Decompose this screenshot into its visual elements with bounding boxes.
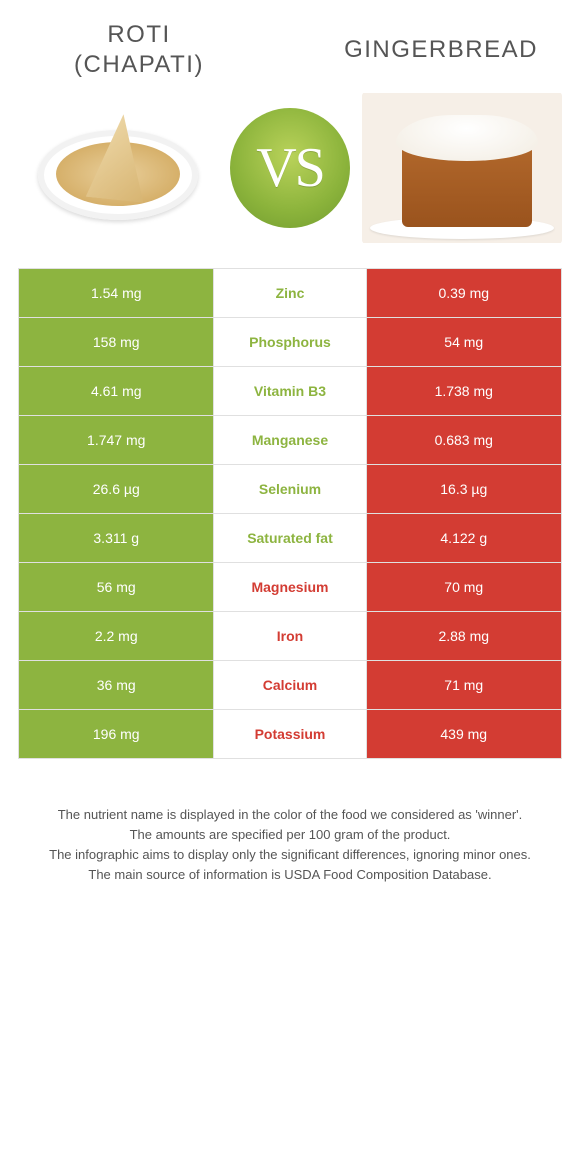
- gingerbread-illustration: [362, 93, 562, 243]
- nutrient-label: Selenium: [214, 465, 366, 514]
- nutrient-left-value: 158 mg: [19, 318, 214, 367]
- nutrient-left-value: 1.747 mg: [19, 416, 214, 465]
- nutrient-left-value: 26.6 µg: [19, 465, 214, 514]
- nutrient-label: Manganese: [214, 416, 366, 465]
- footnote-line: The infographic aims to display only the…: [40, 845, 540, 865]
- nutrient-right-value: 0.683 mg: [366, 416, 562, 465]
- footnote-line: The main source of information is USDA F…: [40, 865, 540, 885]
- food-left-image: [18, 92, 218, 244]
- nutrient-left-value: 56 mg: [19, 563, 214, 612]
- nutrient-right-value: 54 mg: [366, 318, 562, 367]
- table-row: 196 mgPotassium439 mg: [19, 710, 562, 759]
- table-row: 3.311 gSaturated fat4.122 g: [19, 514, 562, 563]
- nutrient-label: Iron: [214, 612, 366, 661]
- nutrient-label: Saturated fat: [214, 514, 366, 563]
- nutrient-left-value: 4.61 mg: [19, 367, 214, 416]
- nutrient-left-value: 36 mg: [19, 661, 214, 710]
- nutrient-right-value: 439 mg: [366, 710, 562, 759]
- nutrient-table: 1.54 mgZinc0.39 mg158 mgPhosphorus54 mg4…: [18, 268, 562, 759]
- food-left-title-line2: (chapati): [74, 51, 204, 78]
- nutrient-label: Potassium: [214, 710, 366, 759]
- roti-illustration: [38, 108, 198, 228]
- footnote-line: The nutrient name is displayed in the co…: [40, 805, 540, 825]
- nutrient-label: Calcium: [214, 661, 366, 710]
- nutrient-right-value: 2.88 mg: [366, 612, 562, 661]
- title-row: Roti (chapati) Gingerbread: [18, 20, 562, 80]
- table-row: 2.2 mgIron2.88 mg: [19, 612, 562, 661]
- nutrient-left-value: 2.2 mg: [19, 612, 214, 661]
- food-left-title: Roti (chapati): [18, 20, 290, 80]
- hero-row: VS: [18, 92, 562, 244]
- table-row: 56 mgMagnesium70 mg: [19, 563, 562, 612]
- vs-badge: VS: [230, 108, 350, 228]
- table-row: 1.747 mgManganese0.683 mg: [19, 416, 562, 465]
- nutrient-right-value: 4.122 g: [366, 514, 562, 563]
- table-row: 4.61 mgVitamin B31.738 mg: [19, 367, 562, 416]
- table-row: 26.6 µgSelenium16.3 µg: [19, 465, 562, 514]
- food-right-image: [362, 92, 562, 244]
- food-right-title: Gingerbread: [290, 35, 562, 65]
- nutrient-right-value: 0.39 mg: [366, 269, 562, 318]
- table-row: 1.54 mgZinc0.39 mg: [19, 269, 562, 318]
- nutrient-label: Zinc: [214, 269, 366, 318]
- nutrient-label: Magnesium: [214, 563, 366, 612]
- nutrient-label: Vitamin B3: [214, 367, 366, 416]
- nutrient-left-value: 3.311 g: [19, 514, 214, 563]
- nutrient-left-value: 1.54 mg: [19, 269, 214, 318]
- footnote-block: The nutrient name is displayed in the co…: [40, 805, 540, 886]
- footnote-line: The amounts are specified per 100 gram o…: [40, 825, 540, 845]
- table-row: 36 mgCalcium71 mg: [19, 661, 562, 710]
- nutrient-left-value: 196 mg: [19, 710, 214, 759]
- nutrient-right-value: 16.3 µg: [366, 465, 562, 514]
- food-left-title-line1: Roti: [107, 21, 170, 48]
- nutrient-right-value: 71 mg: [366, 661, 562, 710]
- nutrient-right-value: 1.738 mg: [366, 367, 562, 416]
- nutrient-right-value: 70 mg: [366, 563, 562, 612]
- table-row: 158 mgPhosphorus54 mg: [19, 318, 562, 367]
- nutrient-label: Phosphorus: [214, 318, 366, 367]
